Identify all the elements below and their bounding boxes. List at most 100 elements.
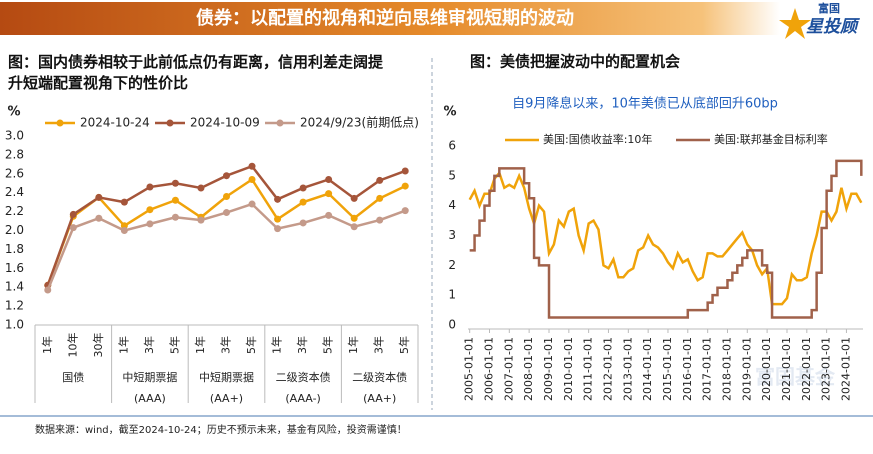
x-tick-label: 10年: [65, 333, 79, 358]
group-label: 中短期票据: [122, 370, 177, 384]
right-title: 图：美债把握波动中的配置机会: [470, 53, 680, 71]
y-tick-label: 2.2: [5, 204, 24, 218]
annotation: 自9月降息以来，10年美债已从底部回升60bp: [512, 96, 778, 112]
x-tick-label: 2024-01-01: [839, 337, 852, 401]
x-tick-label: 3年: [295, 336, 309, 354]
x-tick-label: 2010-01-01: [562, 337, 575, 401]
point: [274, 195, 282, 203]
point: [299, 198, 307, 206]
x-tick-label: 3年: [372, 336, 386, 354]
point: [95, 214, 103, 222]
y-tick-label: 3: [448, 228, 456, 242]
point: [274, 225, 282, 233]
y-axis-label: %: [7, 105, 20, 120]
x-tick-label: 3年: [219, 336, 233, 354]
point: [223, 172, 230, 180]
x-tick-label: 2021-01-01: [780, 337, 793, 401]
x-tick-label: 2017-01-01: [701, 337, 714, 401]
header-banner: [0, 2, 780, 35]
legend-label: 美国:国债收益率:10年: [543, 132, 652, 146]
point: [325, 190, 333, 198]
x-tick-label: 2016-01-01: [681, 337, 694, 401]
y-axis-label: %: [443, 105, 456, 120]
x-tick-label: 2006-01-01: [483, 337, 496, 401]
point: [325, 211, 333, 219]
x-tick-label: 1年: [40, 336, 54, 354]
x-tick-label: 2012-01-01: [601, 337, 614, 401]
point: [376, 216, 384, 224]
logo-top: 富国: [818, 1, 840, 15]
group-label: (AAA-): [285, 392, 321, 405]
y-tick-label: 0: [448, 318, 456, 332]
point: [401, 182, 409, 190]
legend-marker: [56, 119, 64, 127]
y-tick-label: 1.8: [5, 242, 24, 256]
y-tick-label: 1.2: [5, 299, 24, 313]
y-tick-label: 2.0: [5, 223, 24, 237]
point: [350, 194, 358, 202]
x-tick-label: 2007-01-01: [502, 337, 515, 401]
x-tick-label: 2020-01-01: [760, 337, 773, 401]
point: [44, 286, 52, 294]
point: [350, 223, 358, 231]
x-tick-label: 2013-01-01: [621, 337, 634, 401]
group-label: 中短期票据: [199, 370, 254, 384]
point: [146, 206, 154, 214]
point: [223, 209, 230, 217]
footer: 数据来源：wind，截至2024-10-24；历史不预示未来，基金有风险，投资需…: [35, 423, 407, 436]
x-tick-label: 2015-01-01: [661, 337, 674, 401]
x-tick-label: 2009-01-01: [542, 337, 555, 401]
point: [248, 162, 256, 170]
x-tick-label: 1年: [193, 336, 207, 354]
logo-star: [779, 8, 811, 39]
point: [197, 184, 205, 192]
x-tick-label: 1年: [116, 336, 130, 354]
x-tick-label: 2022-01-01: [800, 337, 813, 401]
point: [120, 227, 128, 234]
point: [299, 184, 307, 192]
point: [376, 176, 384, 184]
group-label: 二级资本债: [276, 370, 331, 384]
y-tick-label: 3.0: [5, 129, 24, 143]
y-tick-label: 2: [448, 258, 456, 272]
point: [171, 179, 179, 187]
watermark: 富国基金: [755, 365, 836, 389]
x-tick-label: 1年: [270, 336, 284, 354]
header-title: 债券：以配置的视角和逆向思维审视短期的波动: [196, 7, 574, 29]
legend-label: 2024/9/23(前期低点): [300, 115, 419, 130]
left-title: 图：国内债券相较于此前低点仍有距离，信用利差走阔提升短端配置视角下的性价比: [8, 53, 384, 92]
point: [248, 175, 256, 183]
point: [146, 220, 154, 228]
point: [350, 214, 358, 222]
legend-marker: [166, 119, 174, 127]
x-tick-label: 5年: [321, 336, 335, 354]
point: [69, 210, 77, 218]
point: [401, 207, 409, 215]
point: [146, 183, 154, 191]
legend-label: 2024-10-24: [80, 116, 150, 130]
y-tick-label: 6: [448, 139, 456, 153]
point: [171, 213, 179, 221]
x-tick-label: 2023-01-01: [820, 337, 833, 401]
x-tick-label: 5年: [397, 336, 411, 354]
x-tick-label: 2008-01-01: [522, 337, 535, 401]
y-tick-label: 1.6: [5, 261, 24, 275]
group-label: (AA+): [363, 392, 396, 405]
x-tick-label: 2014-01-01: [641, 337, 654, 401]
point: [401, 167, 409, 175]
y-tick-label: 2.4: [5, 185, 24, 199]
point: [274, 215, 282, 223]
x-tick-label: 3年: [142, 336, 156, 354]
point: [120, 198, 128, 206]
point: [197, 216, 205, 224]
y-tick-label: 1: [448, 288, 456, 302]
legend-label: 美国:联邦基金目标利率: [714, 132, 828, 146]
point: [299, 219, 307, 227]
y-tick-label: 1.0: [5, 318, 24, 332]
x-tick-label: 2018-01-01: [720, 337, 733, 401]
x-tick-label: 5年: [167, 336, 181, 354]
point: [69, 224, 77, 232]
y-tick-label: 2.8: [5, 147, 24, 161]
